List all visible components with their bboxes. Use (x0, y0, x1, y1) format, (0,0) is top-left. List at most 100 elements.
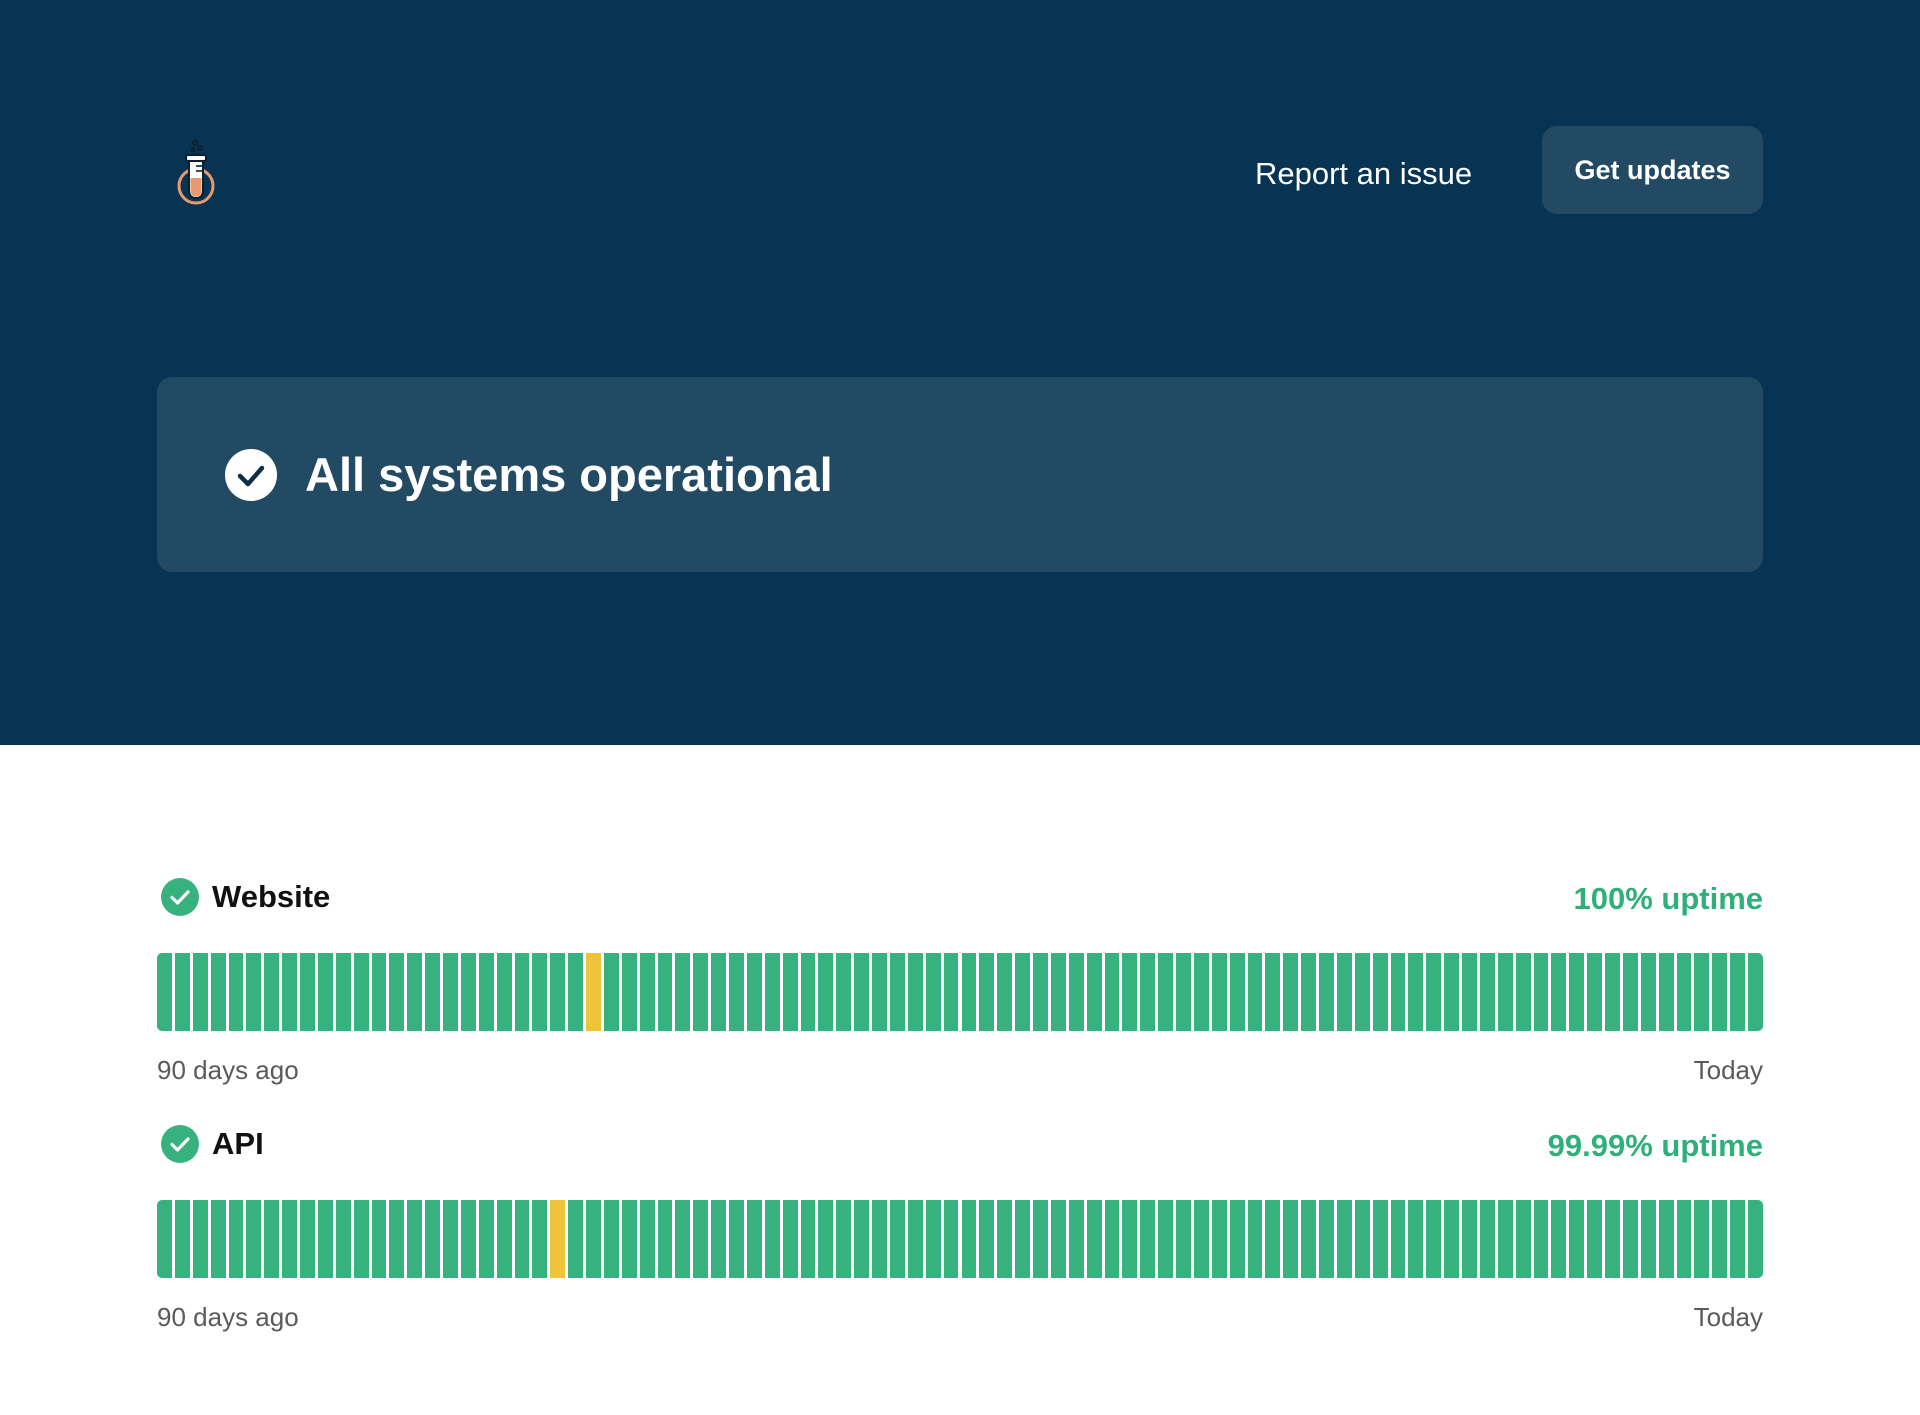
uptime-bar[interactable] (317, 953, 333, 1031)
uptime-bar[interactable] (443, 953, 458, 1031)
uptime-bar[interactable] (192, 1200, 208, 1278)
uptime-bar[interactable] (1211, 953, 1227, 1031)
uptime-bar[interactable] (1140, 953, 1156, 1031)
uptime-bar[interactable] (1176, 953, 1191, 1031)
uptime-bar[interactable] (800, 953, 816, 1031)
uptime-bar[interactable] (1587, 953, 1603, 1031)
uptime-bar[interactable] (1712, 1200, 1728, 1278)
uptime-bar[interactable] (228, 953, 244, 1031)
uptime-bar[interactable] (246, 953, 262, 1031)
uptime-bar[interactable] (1372, 1200, 1388, 1278)
uptime-bar[interactable] (532, 1200, 548, 1278)
uptime-bar[interactable] (1015, 1200, 1030, 1278)
uptime-bar[interactable] (711, 953, 727, 1031)
uptime-bar[interactable] (1622, 1200, 1638, 1278)
uptime-bar[interactable] (1515, 1200, 1531, 1278)
uptime-bar[interactable] (514, 953, 530, 1031)
uptime-bar[interactable] (389, 1200, 405, 1278)
uptime-bar[interactable] (1605, 1200, 1620, 1278)
uptime-bar[interactable] (979, 953, 995, 1031)
uptime-bar[interactable] (782, 1200, 798, 1278)
uptime-bar[interactable] (693, 1200, 709, 1278)
uptime-bar[interactable] (889, 1200, 905, 1278)
uptime-bar[interactable] (1462, 953, 1477, 1031)
uptime-bar[interactable] (1265, 1200, 1281, 1278)
uptime-bar[interactable] (1229, 1200, 1245, 1278)
uptime-bar[interactable] (639, 1200, 655, 1278)
uptime-bar[interactable] (1033, 953, 1048, 1031)
uptime-bar[interactable] (192, 953, 208, 1031)
uptime-bar[interactable] (1658, 1200, 1674, 1278)
uptime-bar[interactable] (836, 953, 852, 1031)
uptime-bar[interactable] (353, 1200, 369, 1278)
uptime-bar[interactable] (210, 1200, 226, 1278)
uptime-bar[interactable] (997, 1200, 1013, 1278)
uptime-bar[interactable] (407, 953, 423, 1031)
uptime-bar[interactable] (1444, 1200, 1460, 1278)
uptime-bar[interactable] (1533, 1200, 1549, 1278)
uptime-bar[interactable] (371, 953, 387, 1031)
uptime-bar[interactable] (1176, 1200, 1191, 1278)
uptime-bar[interactable] (1569, 953, 1585, 1031)
uptime-bar[interactable] (550, 953, 566, 1031)
uptime-bar[interactable] (496, 953, 512, 1031)
uptime-bar[interactable] (1229, 953, 1245, 1031)
uptime-bar[interactable] (657, 1200, 673, 1278)
uptime-bar[interactable] (335, 953, 351, 1031)
uptime-bar[interactable] (1086, 953, 1102, 1031)
uptime-bar[interactable] (1283, 1200, 1299, 1278)
uptime-bar[interactable] (1551, 1200, 1567, 1278)
uptime-bar[interactable] (1622, 953, 1638, 1031)
uptime-bar[interactable] (1319, 1200, 1334, 1278)
report-issue-link[interactable]: Report an issue (1255, 156, 1473, 191)
uptime-bar[interactable] (514, 1200, 530, 1278)
uptime-bar[interactable] (1247, 1200, 1263, 1278)
uptime-bar[interactable] (1033, 1200, 1048, 1278)
uptime-bar[interactable] (675, 1200, 691, 1278)
uptime-bar[interactable] (657, 953, 673, 1031)
uptime-bar[interactable] (1605, 953, 1620, 1031)
uptime-bar[interactable] (818, 1200, 834, 1278)
uptime-bar[interactable] (1640, 953, 1656, 1031)
uptime-bar[interactable] (371, 1200, 387, 1278)
uptime-bar[interactable] (1319, 953, 1334, 1031)
uptime-bar[interactable] (1658, 953, 1674, 1031)
uptime-bar[interactable] (1408, 1200, 1424, 1278)
uptime-bar[interactable] (568, 1200, 584, 1278)
uptime-bar[interactable] (854, 953, 870, 1031)
uptime-bar[interactable] (603, 953, 619, 1031)
uptime-bar[interactable] (210, 953, 226, 1031)
uptime-bar[interactable] (1444, 953, 1460, 1031)
uptime-bar[interactable] (711, 1200, 727, 1278)
uptime-bar[interactable] (979, 1200, 995, 1278)
uptime-bar[interactable] (353, 953, 369, 1031)
uptime-bar[interactable] (300, 953, 315, 1031)
uptime-bar[interactable] (1676, 1200, 1692, 1278)
uptime-bar[interactable] (1587, 1200, 1603, 1278)
uptime-bar[interactable] (1694, 953, 1710, 1031)
uptime-bar[interactable] (407, 1200, 423, 1278)
uptime-bar[interactable] (854, 1200, 870, 1278)
uptime-bar[interactable] (174, 953, 190, 1031)
uptime-bar[interactable] (460, 953, 476, 1031)
uptime-bar[interactable] (1479, 953, 1495, 1031)
uptime-bar[interactable] (1086, 1200, 1102, 1278)
uptime-bar[interactable] (1158, 1200, 1174, 1278)
uptime-bar[interactable] (282, 1200, 297, 1278)
uptime-bar[interactable] (1336, 1200, 1352, 1278)
uptime-bar[interactable] (1122, 1200, 1138, 1278)
uptime-bar[interactable] (818, 953, 834, 1031)
uptime-bar[interactable] (1050, 1200, 1066, 1278)
uptime-bar[interactable] (568, 953, 584, 1031)
uptime-bar[interactable] (586, 1200, 601, 1278)
uptime-bar[interactable] (764, 953, 780, 1031)
uptime-bar[interactable] (782, 953, 798, 1031)
uptime-bar[interactable] (264, 1200, 280, 1278)
uptime-bar[interactable] (389, 953, 405, 1031)
uptime-bar[interactable] (1426, 953, 1442, 1031)
uptime-bar[interactable] (1479, 1200, 1495, 1278)
uptime-bar-degraded[interactable] (586, 953, 601, 1031)
uptime-bar[interactable] (1390, 1200, 1406, 1278)
uptime-bar[interactable] (1247, 953, 1263, 1031)
uptime-bar[interactable] (157, 953, 172, 1031)
